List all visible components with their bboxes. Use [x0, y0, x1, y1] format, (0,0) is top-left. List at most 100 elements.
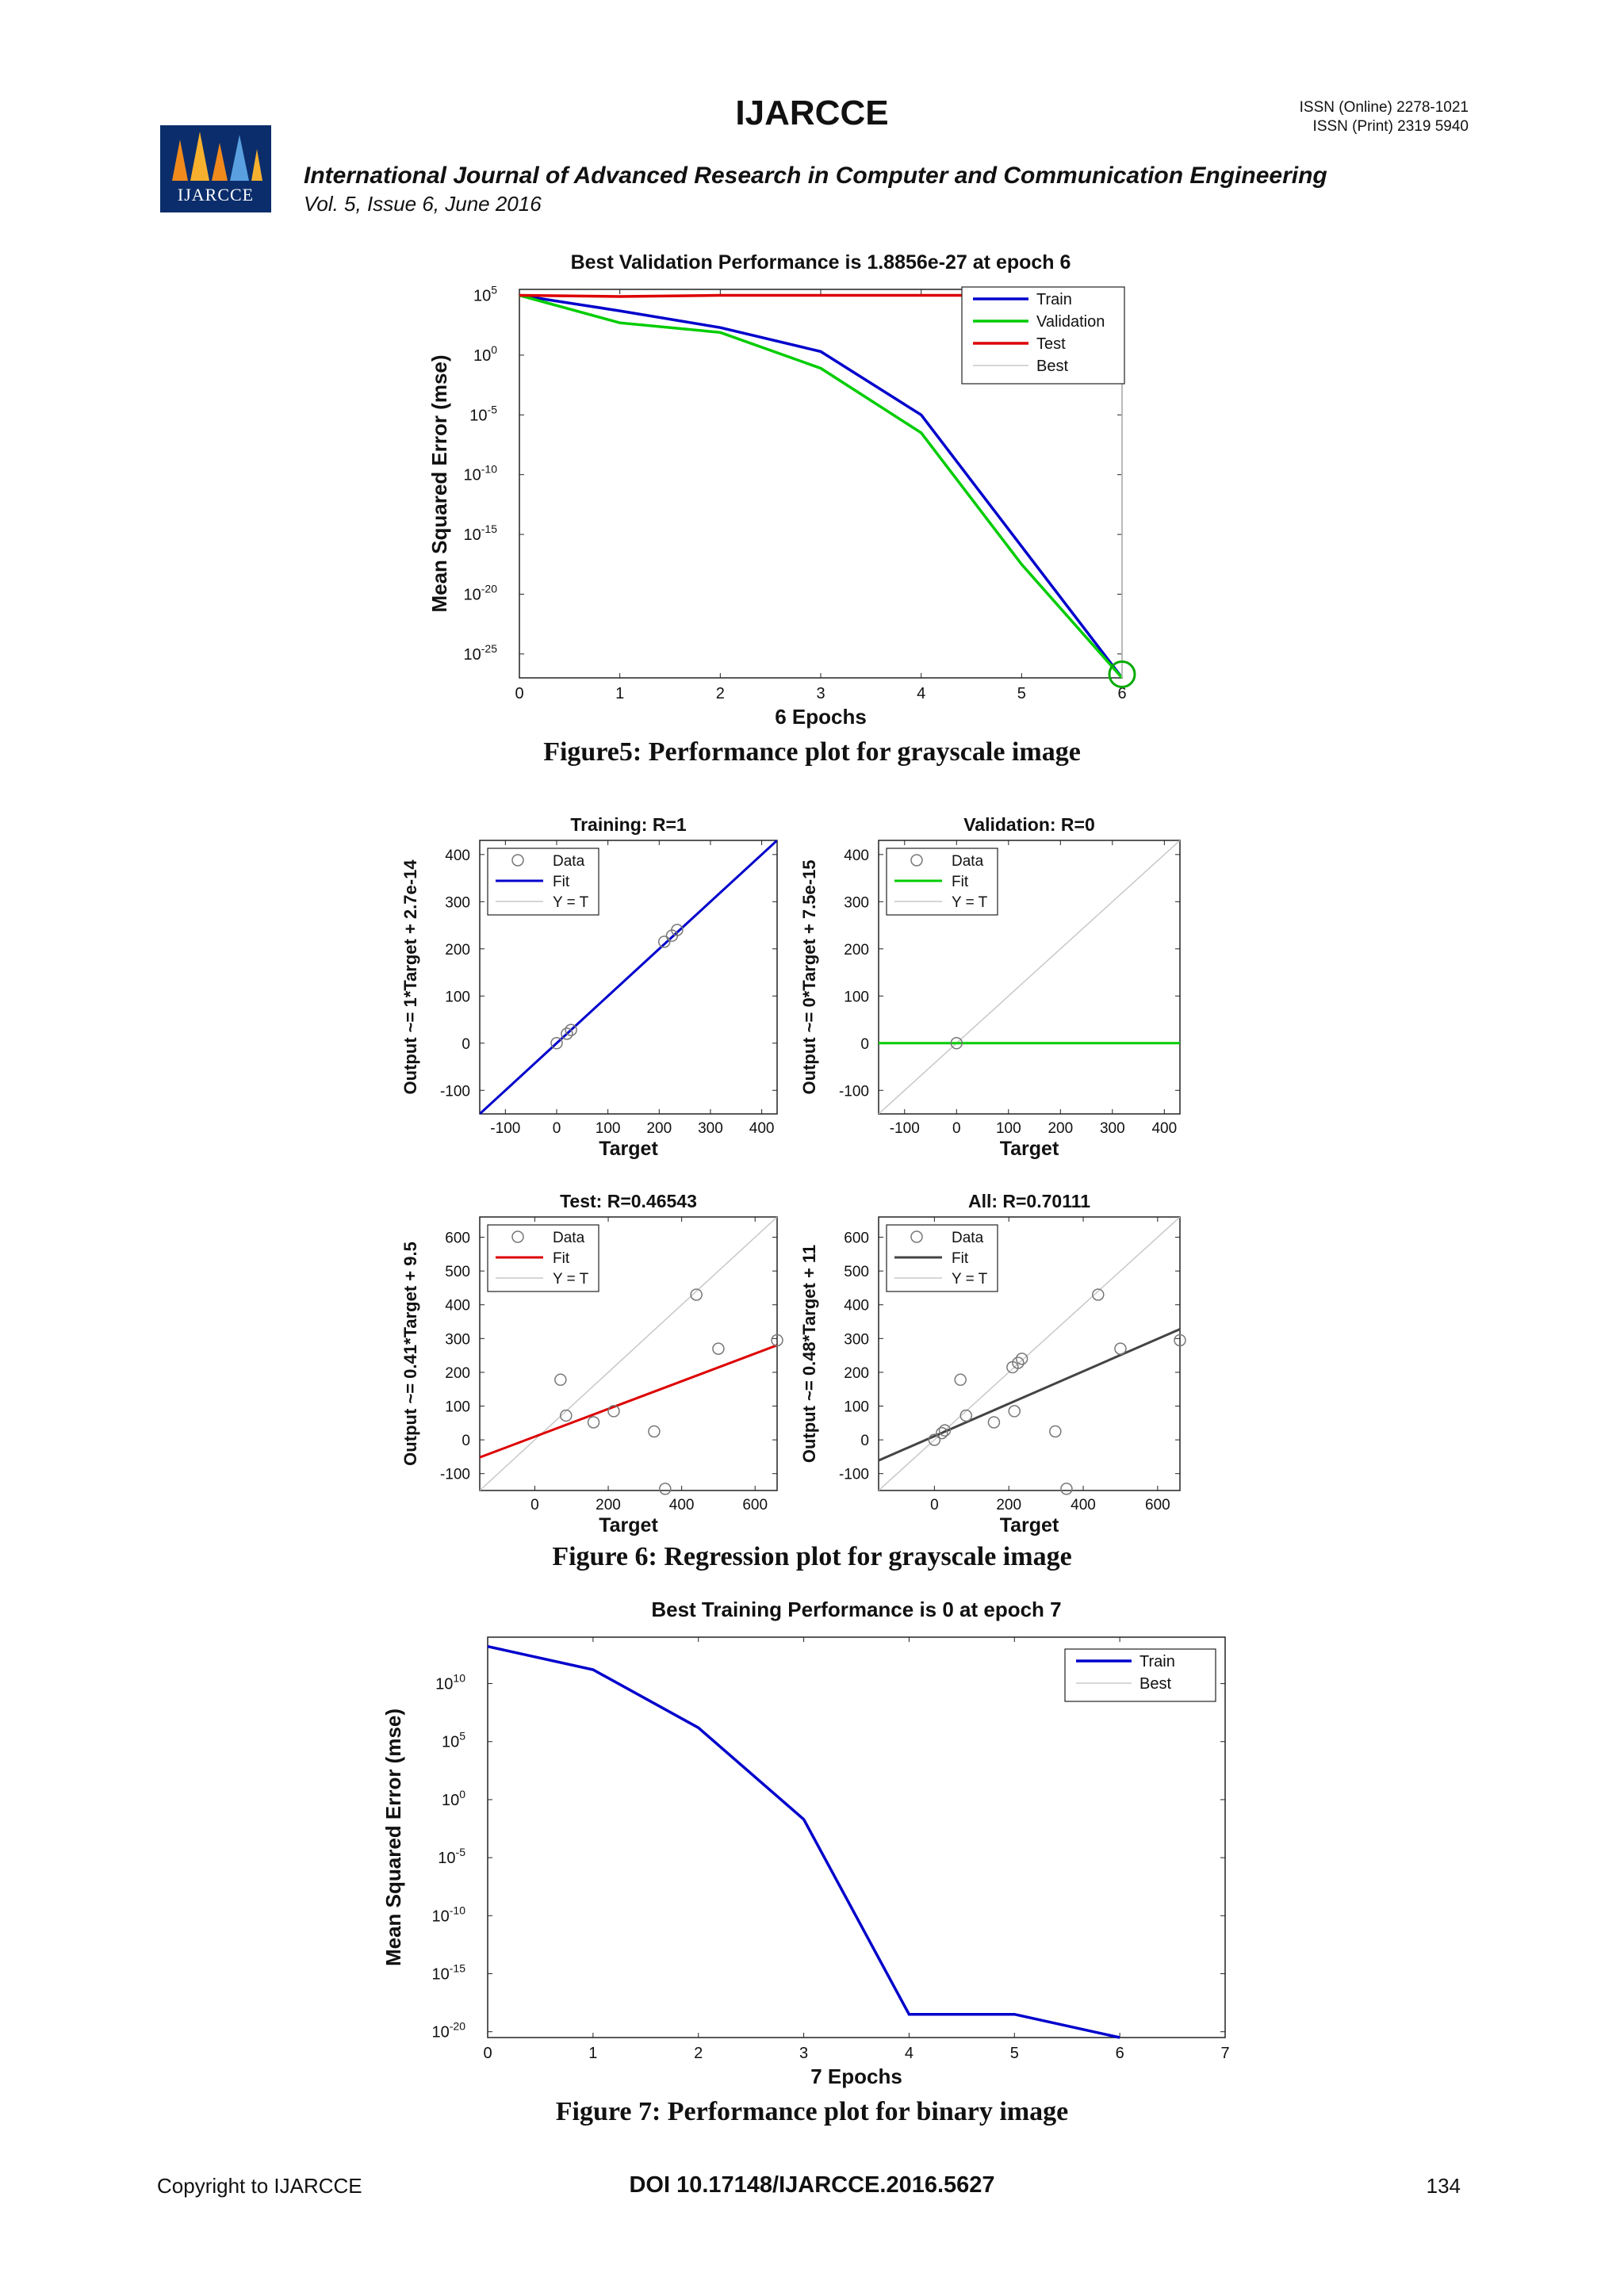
chart-all: All: R=0.70111 0 200 400 600 -100 0 100 200 300 40… [799, 1191, 1186, 1536]
legend-label: Data [553, 1230, 585, 1246]
x-tick-label: 300 [698, 1120, 723, 1137]
x-axis-label: Target [599, 1514, 658, 1536]
logo-text: IJARCCE [177, 185, 255, 205]
data-point [554, 1373, 567, 1387]
data-point [659, 1483, 672, 1495]
y-tick-label: 400 [445, 848, 470, 864]
data-point [1114, 1342, 1127, 1355]
chart-title: Training: R=1 [570, 814, 687, 835]
x-tick-label: 600 [742, 1497, 768, 1513]
legend-box [886, 848, 998, 916]
plot-area [519, 289, 1123, 679]
footer-page-number: 134 [1426, 2174, 1461, 2198]
y-tick-label: 300 [445, 1331, 470, 1348]
y-tick-label: 200 [445, 942, 470, 959]
legend-label-best: Best [1139, 1675, 1171, 1693]
data-point [561, 1027, 573, 1040]
series-train [487, 1644, 1120, 2039]
x-tick-label: 0 [530, 1497, 539, 1513]
x-tick-label: 2 [694, 2045, 703, 2062]
svg-text:100: 100 [442, 1788, 465, 1809]
y-tick-label: 100 [445, 1399, 470, 1416]
y-tick-label: 100 [473, 343, 497, 365]
x-tick-label: 400 [749, 1120, 775, 1137]
x-tick-label: 4 [905, 2045, 914, 2062]
svg-text:10-20: 10-20 [432, 2020, 466, 2042]
x-tick-label: 5 [1017, 685, 1026, 702]
x-tick-label: 200 [1048, 1120, 1073, 1137]
y-tick-label: 300 [844, 1331, 869, 1348]
y-tick-label: 105 [442, 1730, 465, 1751]
y-axis-label: Mean Squared Error (mse) [427, 354, 451, 612]
x-tick-label: 400 [669, 1497, 695, 1513]
data-point [712, 1342, 725, 1355]
x-tick-label: 200 [596, 1497, 621, 1513]
x-axis-label: Target [1000, 1514, 1059, 1536]
data-point [959, 1409, 972, 1422]
x-tick-label: 6 [1116, 2045, 1124, 2062]
plot-area [487, 1636, 1226, 2038]
legend-label: Data [952, 1230, 984, 1246]
x-tick-label: 400 [1071, 1497, 1096, 1513]
svg-text:10-5: 10-5 [438, 1846, 465, 1867]
svg-text:10-10: 10-10 [464, 463, 498, 484]
figure6-caption: Figure 6: Regression plot for grayscale … [552, 1542, 1072, 1571]
y-tick-label: 100 [844, 1399, 869, 1416]
legend-label: Data [553, 853, 585, 870]
y-tick-label: 0 [462, 1036, 470, 1053]
footer-doi: DOI 10.17148/IJARCCE.2016.5627 [629, 2172, 995, 2198]
fit-line [480, 840, 777, 1114]
chart-title: Validation: R=0 [963, 814, 1095, 835]
legend-label: Fit [553, 874, 570, 890]
y-tick-label: 300 [445, 894, 470, 911]
data-point [1049, 1425, 1062, 1438]
journal-short-title: IJARCCE [735, 94, 889, 132]
data-point [928, 1433, 941, 1446]
volume-issue: Vol. 5, Issue 6, June 2016 [304, 192, 542, 216]
plot-area [479, 1216, 778, 1491]
legend-swatch-data [511, 854, 524, 867]
y-axis-label: Output ~= 0.41*Target + 9.5 [400, 1242, 420, 1466]
y-tick-label: 0 [860, 1433, 869, 1449]
svg-text:10-15: 10-15 [464, 522, 498, 544]
data-point [1008, 1405, 1021, 1418]
chart-title: All: R=0.70111 [968, 1191, 1090, 1211]
x-tick-label: 1 [615, 685, 624, 702]
y-tick-label: 105 [473, 284, 497, 305]
x-tick-label: 200 [996, 1497, 1021, 1513]
plot-area [878, 840, 1181, 1115]
legend-box [487, 848, 599, 916]
x-tick-label: 4 [917, 685, 925, 702]
y-axis-label: Output ~= 0*Target + 7.5e-15 [799, 859, 819, 1094]
y-tick-label: 10-20 [464, 582, 498, 603]
y-tick-label: 100 [442, 1788, 465, 1809]
y-tick-label: 100 [844, 989, 869, 1005]
legend-label: Y = T [952, 1271, 988, 1288]
series-validation [519, 293, 1124, 679]
y-axis-label: Output ~= 0.48*Target + 11 [799, 1245, 819, 1463]
series-test [519, 293, 1122, 298]
data-point [1006, 1360, 1019, 1374]
y-tick-label: 200 [844, 1365, 869, 1382]
reference-line [879, 1217, 1180, 1490]
y-axis-label: Output ~= 1*Target + 2.7e-14 [400, 859, 420, 1095]
x-tick-label: 2 [716, 685, 725, 702]
y-tick-label: 200 [844, 942, 869, 959]
issn-online: ISSN (Online) 2278-1021 [1299, 99, 1469, 116]
issn-print: ISSN (Print) 2319 5940 [1312, 118, 1469, 135]
legend-swatch-data [910, 854, 923, 867]
y-tick-label: -100 [839, 1467, 869, 1483]
chart-test: Test: R=0.46543 0 200 400 600 -100 0 100 200 300 4… [400, 1191, 783, 1536]
legend-box [961, 286, 1125, 385]
y-tick-label: -100 [440, 1467, 470, 1483]
y-tick-label: 600 [844, 1230, 869, 1247]
y-tick-label: 10-15 [432, 1961, 466, 1983]
reference-line [480, 1217, 777, 1490]
y-tick-label: 200 [445, 1365, 470, 1382]
data-point [565, 1024, 577, 1036]
legend-label-train: Train [1036, 291, 1072, 308]
svg-text:10-25: 10-25 [464, 642, 498, 664]
data-point [648, 1425, 661, 1438]
y-tick-label: 1010 [435, 1672, 465, 1693]
data-point [658, 936, 671, 948]
